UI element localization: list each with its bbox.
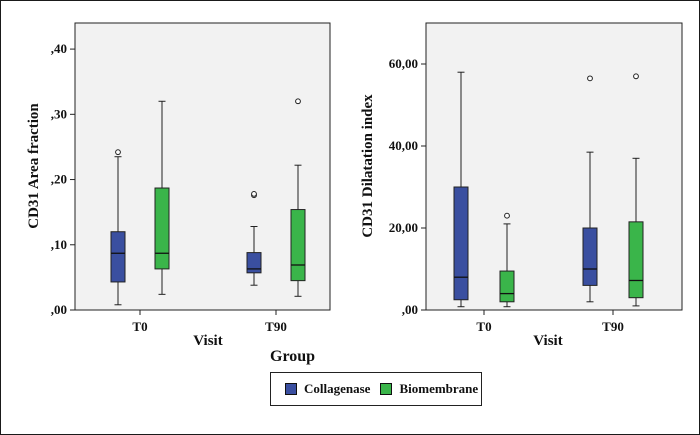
outlier-point [587,75,593,82]
outlier-point [115,149,121,156]
y-tick-label: 60,00 [389,56,418,71]
y-tick-label: ,10 [51,237,67,252]
y-tick-label: 40,00 [389,138,418,153]
outlier-point [504,212,510,219]
box-iqr [290,209,306,282]
x-axis-title: Visit [533,333,562,349]
box-collagenase-t0 [453,71,469,308]
series-collagenase [453,71,598,308]
x-tick-label: T0 [132,319,147,334]
y-tick-label: ,30 [51,106,67,121]
box-biomembrane-t90 [290,98,306,297]
legend-label-biomembrane: Biomembrane [399,381,479,396]
x-tick-label: T0 [476,319,491,334]
box-iqr [582,227,598,286]
legend-item-collagenase: Collagenase [285,381,370,397]
box-biomembrane-t0 [154,100,170,295]
outlier-point [295,98,301,105]
legend-swatch-biomembrane [380,383,393,395]
outlier-point [633,73,639,80]
y-tick-label: ,00 [51,302,67,317]
outlier-point [251,190,257,197]
x-tick-label: T90 [265,319,287,334]
chart-panel-1: ,00 ,10 ,20 ,30 ,40 T0 T90 Visit CD31 Area fract… [26,22,331,349]
series-biomembrane [499,73,644,308]
y-axis-title: CD31 Dilatation index [360,94,376,238]
legend-label-collagenase: Collagenase [304,381,371,396]
box-iqr [246,252,262,274]
box-iqr [154,187,170,270]
box-iqr [110,231,126,283]
y-tick-label: 20,00 [389,220,418,235]
box-collagenase-t90 [582,75,598,303]
box-iqr [453,186,469,301]
series-biomembrane [154,98,306,297]
box-collagenase-t90 [246,190,262,286]
y-axis-title: CD31 Area fraction [26,103,42,229]
y-tick-label: ,00 [402,302,418,317]
box-iqr [499,270,515,303]
box-iqr [628,221,644,299]
box-biomembrane-t90 [628,73,644,307]
chart-panel-2: ,00 20,00 40,00 60,00 T0 T90 Visit CD31 Dilatat… [360,22,683,349]
y-tick-label: ,20 [51,172,67,187]
x-tick-label: T90 [602,319,624,334]
legend: Collagenase Biomembrane [270,372,482,406]
legend-item-biomembrane: Biomembrane [380,381,478,397]
series-collagenase [110,149,262,306]
box-collagenase-t0 [110,149,126,306]
legend-swatch-collagenase [285,383,297,395]
x-axis-title: Visit [193,333,222,349]
legend-title: Group [270,348,316,365]
y-tick-label: ,40 [51,41,67,56]
box-biomembrane-t0 [499,212,515,308]
